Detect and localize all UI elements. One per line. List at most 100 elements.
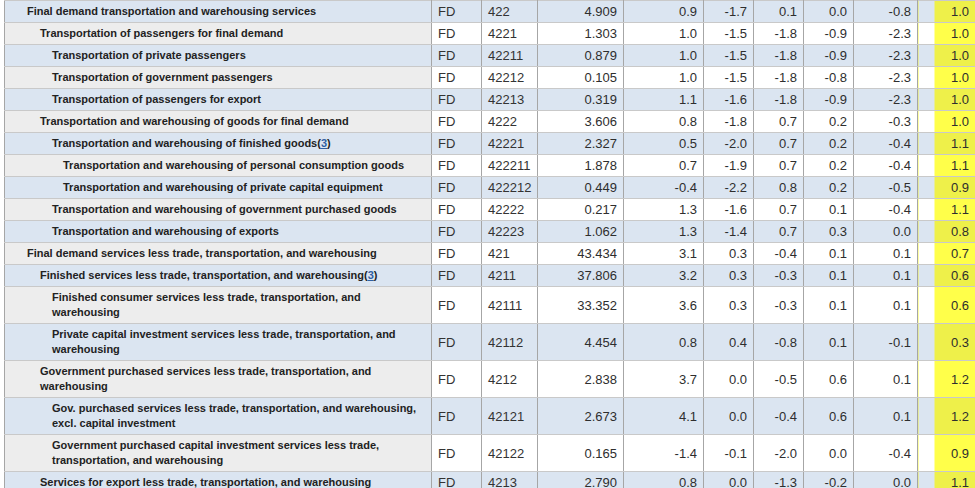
row-label-cell: Transportation of private passengers (5, 45, 432, 67)
weight-cell: 2.673 (538, 398, 624, 435)
pct-change-cell: -1.4 (624, 435, 704, 472)
pct-change-cell: 0.1 (754, 1, 804, 23)
row-label: Private capital investment services less… (52, 328, 396, 355)
pct-change-cell: 1.3 (624, 221, 704, 243)
pct-change-cell: 0.1 (854, 287, 918, 324)
pct-change-cell: 4.1 (624, 398, 704, 435)
fd-code-cell: FD (432, 398, 482, 435)
row-label-cell: Services for export less trade, transpor… (5, 472, 432, 488)
latest-pct-cell-highlighted: 1.2 (918, 361, 975, 398)
item-code-cell: 422212 (482, 177, 538, 199)
pct-change-cell: -2.3 (854, 45, 918, 67)
pct-change-cell: 0.2 (804, 177, 854, 199)
weight-cell: 1.303 (538, 23, 624, 45)
pct-change-cell: 0.3 (704, 265, 754, 287)
fd-code-cell: FD (432, 89, 482, 111)
pct-change-cell: 0.7 (754, 155, 804, 177)
table-row: Transportation and warehousing of person… (5, 155, 975, 177)
row-label: Services for export less trade, transpor… (40, 476, 371, 488)
fd-code-cell: FD (432, 324, 482, 361)
latest-pct-cell-highlighted: 0.6 (918, 265, 975, 287)
pct-change-cell: 0.1 (854, 265, 918, 287)
item-code-cell: 42211 (482, 45, 538, 67)
latest-pct-cell-highlighted: 0.9 (918, 177, 975, 199)
table-row: Government purchased capital investment … (5, 435, 975, 472)
pct-change-cell: -1.8 (754, 23, 804, 45)
pct-change-cell: -0.4 (854, 155, 918, 177)
item-code-cell: 421 (482, 243, 538, 265)
item-code-cell: 42122 (482, 435, 538, 472)
row-label: Transportation of government passengers (52, 71, 273, 83)
weight-cell: 4.454 (538, 324, 624, 361)
item-code-cell: 4212 (482, 361, 538, 398)
pct-change-cell: 1.0 (624, 45, 704, 67)
footnote-close-paren: ) (327, 137, 331, 149)
pct-change-cell: -1.9 (704, 155, 754, 177)
weight-cell: 0.105 (538, 67, 624, 89)
weight-cell: 43.434 (538, 243, 624, 265)
fd-code-cell: FD (432, 265, 482, 287)
row-label-cell: Government purchased capital investment … (5, 435, 432, 472)
row-label: Final demand transportation and warehous… (27, 5, 316, 17)
footnote: (3) (364, 269, 377, 281)
latest-pct-cell-highlighted: 1.0 (918, 111, 975, 133)
row-label: Transportation of passengers for final d… (40, 27, 283, 39)
latest-pct-cell-highlighted: 1.0 (918, 89, 975, 111)
pct-change-cell: 0.0 (704, 472, 754, 488)
pct-change-cell: 0.7 (754, 199, 804, 221)
row-label: Gov. purchased services less trade, tran… (52, 402, 416, 429)
item-code-cell: 42212 (482, 67, 538, 89)
item-code-cell: 42223 (482, 221, 538, 243)
weight-cell: 0.449 (538, 177, 624, 199)
fd-code-cell: FD (432, 1, 482, 23)
table-row: Services for export less trade, transpor… (5, 472, 975, 488)
pct-change-cell: 0.1 (854, 398, 918, 435)
item-code-cell: 4222 (482, 111, 538, 133)
pct-change-cell: 0.4 (704, 324, 754, 361)
row-label-cell: Private capital investment services less… (5, 324, 432, 361)
table-row: Transportation of passengers for final d… (5, 23, 975, 45)
pct-change-cell: -0.9 (804, 45, 854, 67)
weight-cell: 4.909 (538, 1, 624, 23)
fd-code-cell: FD (432, 45, 482, 67)
pct-change-cell: 0.8 (624, 324, 704, 361)
pct-change-cell: 0.2 (804, 111, 854, 133)
table-row: Finished services less trade, transporta… (5, 265, 975, 287)
latest-pct-cell-highlighted: 1.2 (918, 398, 975, 435)
pct-change-cell: -2.0 (754, 435, 804, 472)
item-code-cell: 4213 (482, 472, 538, 488)
latest-pct-cell-highlighted: 1.0 (918, 23, 975, 45)
table-row: Private capital investment services less… (5, 324, 975, 361)
pct-change-cell: 0.1 (854, 361, 918, 398)
pct-change-cell: 0.5 (624, 133, 704, 155)
pct-change-cell: -1.3 (754, 472, 804, 488)
row-label-cell: Final demand services less trade, transp… (5, 243, 432, 265)
pct-change-cell: -2.3 (854, 89, 918, 111)
pct-change-cell: -1.8 (754, 89, 804, 111)
table-row: Final demand services less trade, transp… (5, 243, 975, 265)
fd-code-cell: FD (432, 67, 482, 89)
item-code-cell: 4221 (482, 23, 538, 45)
weight-cell: 37.806 (538, 265, 624, 287)
fd-code-cell: FD (432, 133, 482, 155)
fd-code-cell: FD (432, 199, 482, 221)
row-label: Transportation and warehousing of privat… (63, 181, 383, 193)
row-label-cell: Finished consumer services less trade, t… (5, 287, 432, 324)
pct-change-cell: -2.2 (704, 177, 754, 199)
row-label-cell: Transportation and warehousing of finish… (5, 133, 432, 155)
item-code-cell: 42221 (482, 133, 538, 155)
table-row: Transportation of government passengers … (5, 67, 975, 89)
latest-pct-cell-highlighted: 1.1 (918, 199, 975, 221)
pct-change-cell: 0.0 (854, 472, 918, 488)
pct-change-cell: -1.5 (704, 67, 754, 89)
weight-cell: 0.165 (538, 435, 624, 472)
pct-change-cell: -0.9 (804, 89, 854, 111)
table-row: Transportation of passengers for export … (5, 89, 975, 111)
pct-change-cell: 0.3 (704, 243, 754, 265)
pct-change-cell: 0.8 (624, 111, 704, 133)
table-row: Transportation of private passengers FD … (5, 45, 975, 67)
pct-change-cell: 0.3 (804, 221, 854, 243)
pct-change-cell: 3.7 (624, 361, 704, 398)
latest-pct-cell-highlighted: 0.3 (918, 324, 975, 361)
pct-change-cell: 0.0 (854, 221, 918, 243)
